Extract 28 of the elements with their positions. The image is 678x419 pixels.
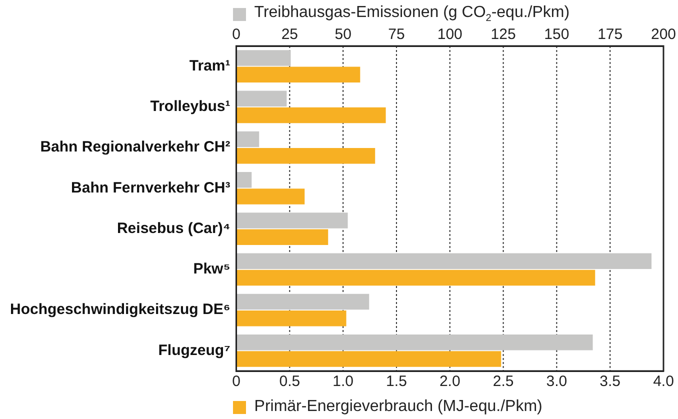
x-axis-title: Primär-Energieverbrauch (MJ-equ./Pkm) [254, 398, 542, 416]
x-tick-label: 3.0 [546, 373, 568, 390]
x-tick-label: 0 [232, 373, 240, 390]
y-tick-label: Trolleybus¹ [150, 98, 230, 116]
y-tick-label: Flugzeug⁷ [158, 342, 230, 359]
y-tick-label: Tram¹ [189, 57, 230, 74]
y-tick-label: Reisebus (Car)⁴ [116, 220, 230, 237]
x2-tick-label: 100 [437, 26, 462, 44]
x-tick-label: 4.0 [653, 373, 674, 390]
x-tick-label: 1.0 [332, 373, 354, 390]
y-tick-label: Pkw⁵ [193, 260, 230, 278]
x2-tick-label: 125 [490, 26, 516, 44]
y-tick-label: Bahn Regionalverkehr CH² [40, 138, 230, 156]
x2-axis-title: Treibhausgas-Emissionen (g CO$_{2}$-equ./Pkm) [254, 4, 570, 24]
x2-tick-label: 150 [544, 26, 570, 44]
x2-tick-label: 175 [598, 26, 623, 44]
x-tick-label: 3.5 [600, 373, 621, 390]
y-tick-label: Hochgeschwindigkeitszug DE⁶ [10, 301, 230, 318]
x2-tick-label: 50 [334, 26, 352, 44]
x-tick-label: 2.0 [439, 373, 460, 390]
x-tick-label: 0.5 [279, 373, 300, 390]
x2-tick-label: 75 [388, 26, 405, 44]
x2-tick-label: 200 [650, 26, 676, 44]
x2-tick-label: 0 [232, 26, 240, 44]
x2-tick-label: 25 [281, 26, 298, 44]
y-tick-label: Bahn Fernverkehr CH³ [71, 179, 230, 196]
x-tick-label: 1.5 [386, 373, 407, 390]
x-tick-label: 2.5 [492, 373, 514, 390]
